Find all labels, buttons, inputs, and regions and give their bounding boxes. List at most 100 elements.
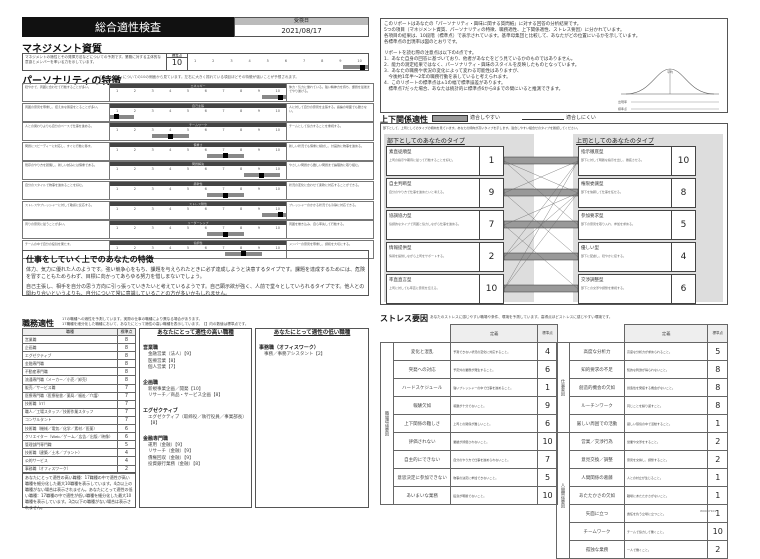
- job-score: 7: [117, 399, 136, 409]
- job-name: 技術職（IT）: [22, 399, 118, 409]
- score-marker: [277, 94, 283, 100]
- stress-definition: 知的な刺激が得られないこと。: [623, 360, 709, 379]
- jobs-note-2: 17職種を細分化した職種において、あなたにとって適性の高い職種を表示しています。…: [62, 322, 249, 326]
- scale-tick: 8: [240, 128, 243, 133]
- scale-tick: 1: [116, 167, 119, 172]
- boss-type-desc: 部下に配慮し、穏やかに接する。: [581, 254, 627, 258]
- boss-type-box: 指示徹底型 部下に対して明確な指示を出し、徹底させる。 10: [578, 146, 696, 176]
- scale-tick: 2: [133, 167, 136, 172]
- scale-tick: 6: [204, 187, 207, 191]
- job-item: 事務／事務アシスタント【2】: [264, 352, 326, 357]
- scale-tick: 10: [275, 167, 280, 172]
- stress-definition: 高度な分析力が求められること。: [623, 342, 709, 361]
- scale-tick: 8: [240, 187, 243, 191]
- scale-tick: 8: [240, 167, 243, 172]
- personality-scale: 問題解決 1 2 3 4 5 6 7 8 9 10: [109, 162, 287, 180]
- stress-row: 上下関係の難しさ 上司との関係が難しいこと。 6: [381, 414, 558, 433]
- scale-tick: 1: [116, 128, 119, 133]
- scale-tick: 6: [204, 206, 207, 211]
- personality-low-desc: 問題にスピーディーに対応し、すぐに行動に移す。: [25, 143, 94, 148]
- scale-tick: 4: [169, 245, 172, 250]
- job-score: 7: [117, 383, 136, 393]
- scale-tick: 5: [186, 147, 190, 152]
- job-name: クリエイター（Web／ゲーム／広告／出版／映像）: [22, 432, 118, 442]
- stress-score: 10: [537, 486, 558, 505]
- stress-score: 2: [707, 432, 728, 451]
- scale-tick: 5: [186, 167, 190, 172]
- scale-tick: 6: [204, 226, 207, 231]
- stress-factor: 矢面に立つ: [569, 504, 625, 523]
- scale-tick: 7: [222, 226, 225, 231]
- stress-definition: 創造性を発揮する機会がないこと。: [623, 378, 709, 397]
- scale-ticks: 1 2 3 4 5 6 7 8 9 10: [110, 167, 286, 171]
- exam-date-label: 受検日: [235, 18, 368, 25]
- stress-score: 10: [537, 432, 558, 451]
- scale-tick: 9: [257, 226, 260, 231]
- job-row: 不動産専門職 8: [22, 367, 136, 377]
- sub-type-score: 2: [479, 243, 503, 271]
- stress-row: 人間関係の葛藤 人との対立が生じること。 1: [557, 468, 728, 487]
- job-row: 技術職（建築／土木／プラント） 4: [22, 448, 136, 458]
- scale-tick: 10: [275, 206, 280, 211]
- job-name: 販売／サービス職: [22, 383, 118, 393]
- col-score: 標準点: [117, 328, 136, 336]
- stress-factor: 変化と混乱: [392, 342, 452, 361]
- scale-tick: 3: [151, 147, 154, 152]
- stress-score: 7: [537, 450, 558, 469]
- management-scale: 1 2 3 4 5 6 7 8 9 10: [188, 54, 368, 70]
- stress-definition: 責任を負う立場に立つこと。: [623, 504, 709, 523]
- stress-row: チームワーク チームで協力して働くこと。 10: [557, 522, 728, 541]
- stress-definition: 自分のやり方で仕事を進められないこと。: [450, 450, 539, 469]
- job-name: 医療専門職（医療秘書／薬局／福祉／介護）: [22, 391, 118, 401]
- stress-factor: 知的要求の不足: [569, 360, 625, 379]
- personality-trait-name: 問題解決: [110, 162, 286, 167]
- boss-type-box: 参加要求型 部下の意見を取り入れ、参加を求める。 5: [578, 210, 696, 240]
- job-group: 金融専門職 運用（金融）【9】 リサーチ（金融）【9】 債権回収（金融）【9】 投資銀行…: [143, 436, 248, 469]
- job-group: エグゼクティブ エグゼクティブ（取締役／執行役員／事業部長）【8】: [143, 408, 248, 428]
- personality-row: 穏やかで、周囲に合わせて行動することが多い。 エネルギー 1 2 3 4 5 6 7 8 9 10 体力…: [22, 83, 374, 102]
- job-name: 技術職（建築／土木／プラント）: [22, 448, 118, 458]
- stress-factor: 評価されない: [392, 432, 452, 451]
- sub-type-box: 率直直言型 上司に対しても率直に意見を伝える。 10: [386, 274, 504, 304]
- stress-score: 1: [707, 414, 728, 433]
- scale-tick: 4: [248, 59, 251, 63]
- stress-factor: 人間関係の葛藤: [569, 468, 625, 487]
- stress-table-left: 定義 標準点 職場環境要因 変化と混乱 予測できない状況の変化に対応すること。 4 突発への…: [380, 324, 558, 505]
- personality-row: 周りの意見に従うことが多い。 リーダーシップ 1 2 3 4 5 6 7 8 9 10 周囲を巻き込み、…: [22, 220, 374, 240]
- boss-type-box: 交渉調整型 部下との交渉や調整を重視する。 6: [578, 274, 696, 304]
- sub-type-name: 協調協力型: [389, 214, 412, 219]
- stress-row: 職場環境要因 変化と混乱 予測できない状況の変化に対応すること。 4: [380, 342, 558, 505]
- sub-type-score: 10: [479, 275, 503, 303]
- boss-type-name: 優しい型: [581, 246, 599, 251]
- stress-definition: 報酬が十分でないこと。: [450, 396, 539, 415]
- job-name: 公的サービス: [22, 456, 118, 466]
- scale-tick: 5: [266, 59, 269, 63]
- job-score: 8: [117, 334, 136, 345]
- dist-center-label: 平均: [667, 69, 673, 74]
- legend-good-swatch: [432, 115, 468, 122]
- score-marker: [222, 231, 228, 237]
- stress-category: 仕事要因: [556, 342, 570, 433]
- personality-low-desc: 周囲の意見を尊重し、控えめな態度をとることが多い。: [25, 104, 101, 109]
- scale-tick: 1: [194, 59, 197, 63]
- intro-note: 標準点7だった場合、あなたは統計的に標準点6から8までの間にいると推測できます。: [384, 87, 564, 92]
- job-name: コンサルタント: [22, 415, 118, 426]
- stress-score: 6: [537, 360, 558, 379]
- jobs-low-panel: あなたにとって適性の低い職種 事務職（オフィスワーク） 事務／事務アシスタント【2…: [255, 328, 369, 508]
- stress-score: 2: [707, 450, 728, 469]
- stress-factor: 自主的にできない: [392, 450, 452, 469]
- job-score: 6: [117, 424, 136, 434]
- job-score: 8: [117, 343, 136, 353]
- job-score: 4: [117, 456, 136, 466]
- personality-row: 人との関わりよりも自分のペースで仕事を進める。 チームワーク 1 2 3 4 5 6 7 8 9 10…: [22, 122, 374, 142]
- score-range-bar: [261, 95, 286, 99]
- personality-low-desc: チームの中で自分の役割を果たす。: [25, 241, 73, 246]
- personality-scale: チームワーク 1 2 3 4 5 6 7 8 9 10: [109, 123, 287, 141]
- personality-scale: 慎重さ 1 2 3 4 5 6 7 8 9 10: [109, 142, 287, 160]
- job-name: 金融専門職: [22, 359, 118, 369]
- stress-factor: 意思決定に参加できない: [392, 468, 452, 487]
- job-item: リサーチ（金融）【9】: [148, 449, 194, 454]
- job-item: 債権回収（金融）【9】: [148, 455, 194, 461]
- personality-high-desc: プレッシャーのかかる状況でも冷静に対応できる。: [289, 202, 358, 207]
- scale-tick: 9: [257, 167, 260, 172]
